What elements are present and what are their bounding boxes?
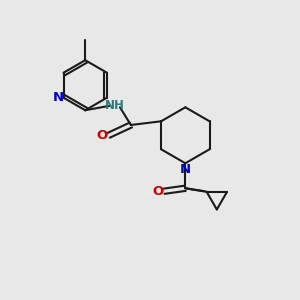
Text: N: N — [180, 163, 191, 176]
Text: O: O — [97, 129, 108, 142]
Text: O: O — [152, 185, 163, 198]
Text: N: N — [53, 91, 64, 104]
Text: NH: NH — [105, 99, 124, 112]
